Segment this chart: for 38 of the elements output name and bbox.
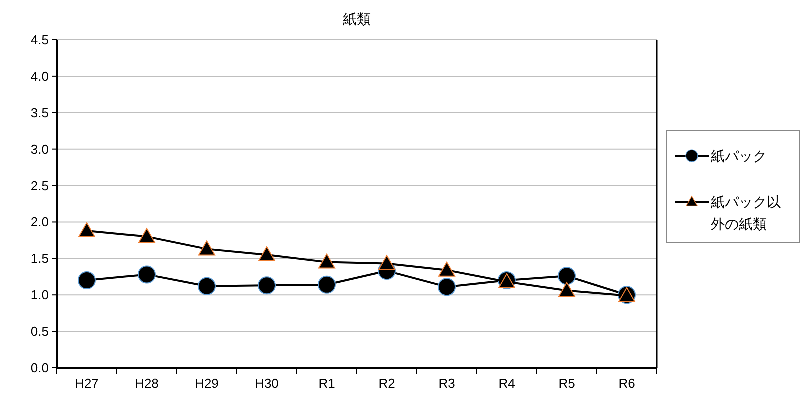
x-tick-label: R6 <box>618 376 636 391</box>
point <box>198 240 216 256</box>
x-tick-label: H28 <box>135 376 159 391</box>
point <box>558 267 576 286</box>
y-tick-label: 4.0 <box>30 68 49 84</box>
point <box>138 228 156 244</box>
point <box>258 246 276 262</box>
y-tick-label: 3.0 <box>30 142 49 157</box>
point <box>558 282 576 298</box>
y-tick-label: 2.5 <box>30 178 49 194</box>
point <box>438 278 456 296</box>
legend-label: 紙パック以外の紙類 <box>711 193 782 234</box>
point <box>438 262 456 277</box>
point <box>318 276 336 294</box>
title: 紙類 <box>343 11 371 27</box>
x-tick-label: H27 <box>75 376 99 391</box>
point <box>318 254 336 269</box>
x-tick-label: R5 <box>558 376 576 391</box>
y-tick-label: 2.0 <box>30 214 49 230</box>
y-tick-label: 1.0 <box>30 288 49 303</box>
y-tick-label: 1.5 <box>30 251 49 266</box>
point <box>378 255 396 270</box>
point <box>138 266 156 284</box>
x-tick-label: H30 <box>255 376 279 391</box>
y-tick-label: 4.5 <box>30 32 49 48</box>
y-tick-label: 3.5 <box>30 105 49 120</box>
legend-label: 紙パック <box>711 147 768 166</box>
point <box>258 276 276 295</box>
x-tick-label: H29 <box>195 376 219 391</box>
point <box>78 272 96 290</box>
x-tick-label: R2 <box>378 376 396 391</box>
point <box>198 277 216 296</box>
x-tick-label: R4 <box>498 376 516 391</box>
y-tick-label: 0.0 <box>30 360 49 376</box>
x-tick-label: R3 <box>438 376 456 391</box>
point <box>78 222 96 238</box>
y-tick-label: 0.5 <box>30 324 49 340</box>
x-tick-label: R1 <box>318 376 336 391</box>
